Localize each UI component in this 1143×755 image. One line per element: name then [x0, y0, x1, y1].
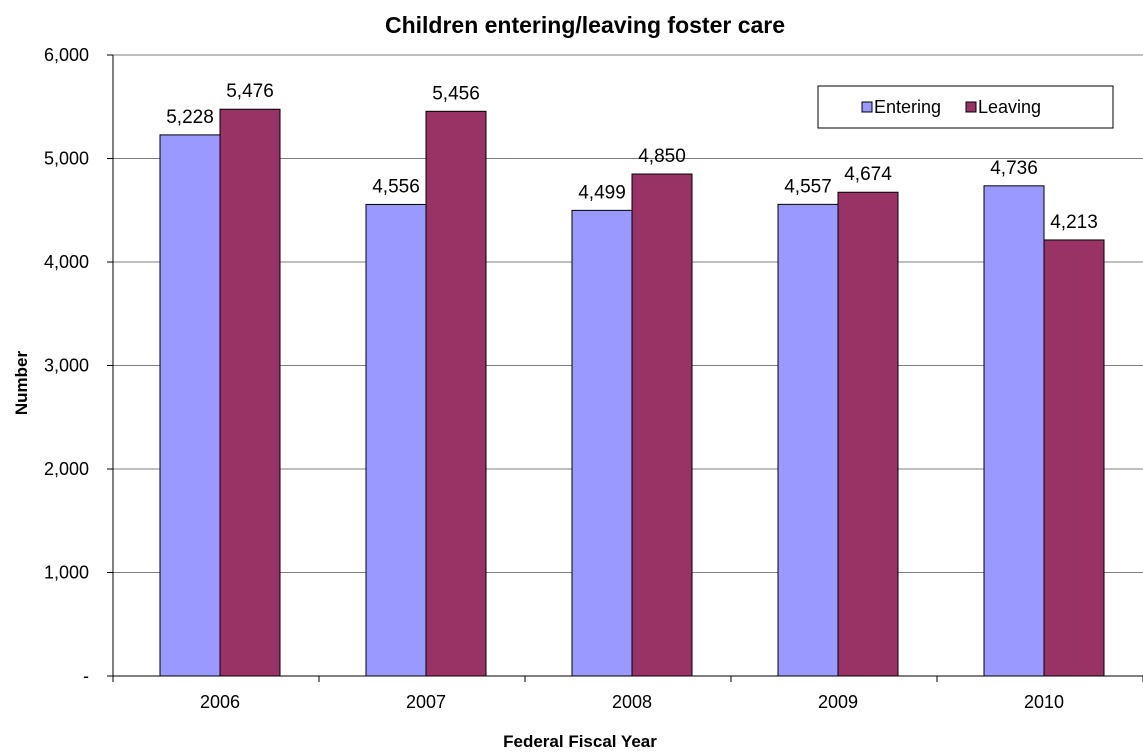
- legend: Entering Leaving: [817, 85, 1114, 129]
- y-tick-label: 2,000: [44, 459, 89, 479]
- data-label: 4,556: [372, 176, 420, 197]
- bars: [159, 108, 1105, 677]
- bar-entering-2006: [159, 134, 221, 677]
- x-tick-label: 2007: [406, 692, 446, 712]
- bar-leaving-2006: [219, 108, 281, 677]
- x-tick-label: 2006: [200, 692, 240, 712]
- legend-swatch-leaving: [965, 101, 977, 113]
- data-label: 4,850: [638, 146, 686, 167]
- legend-label-leaving: Leaving: [978, 97, 1041, 117]
- chart-title: Children entering/leaving foster care: [385, 12, 785, 38]
- bar-entering-2009: [777, 203, 839, 677]
- bar-entering-2008: [571, 209, 633, 677]
- y-tick-label: 6,000: [44, 45, 89, 65]
- data-label: 5,228: [166, 107, 214, 128]
- data-labels: 5,228 4,556 4,499 4,557 4,736 5,476 5,456 4,850…: [166, 81, 1098, 233]
- bar-leaving-2007: [425, 110, 487, 677]
- bar-leaving-2010: [1043, 239, 1105, 677]
- data-label: 4,499: [578, 182, 626, 203]
- legend-swatch-entering: [861, 101, 873, 113]
- data-label: 4,557: [784, 176, 832, 197]
- data-label: 4,736: [990, 158, 1038, 179]
- y-tick-label: 1,000: [44, 563, 89, 583]
- y-tick-label: 4,000: [44, 252, 89, 272]
- x-axis-title: Federal Fiscal Year: [503, 732, 657, 751]
- y-tick-label: 3,000: [44, 356, 89, 376]
- data-label: 4,674: [844, 164, 892, 185]
- bar-entering-2007: [365, 203, 427, 677]
- bar-leaving-2009: [837, 191, 899, 677]
- x-tick-label: 2008: [612, 692, 652, 712]
- bar-leaving-2008: [631, 173, 693, 677]
- y-tick-label: 5,000: [44, 149, 89, 169]
- bar-entering-2010: [983, 185, 1045, 677]
- legend-label-entering: Entering: [874, 97, 941, 117]
- y-tick-label: -: [83, 666, 89, 686]
- x-tick-label: 2009: [818, 692, 858, 712]
- x-tick-label: 2010: [1024, 692, 1064, 712]
- y-axis-title: Number: [12, 351, 31, 416]
- axes: - 1,000 2,000 3,000 4,000 5,000 6,000 2006 2007 2…: [44, 45, 1143, 712]
- data-label: 5,456: [432, 83, 480, 104]
- data-label: 4,213: [1050, 212, 1098, 233]
- data-label: 5,476: [226, 81, 274, 102]
